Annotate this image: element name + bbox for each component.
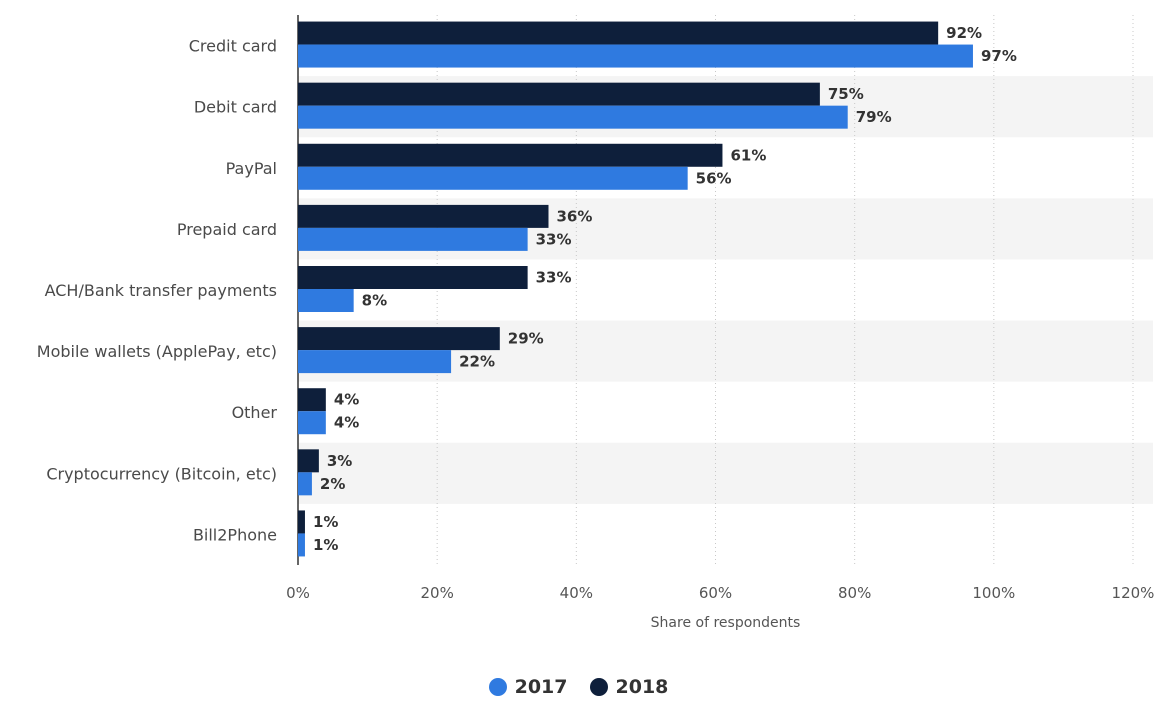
category-label: Debit card [194, 98, 277, 117]
data-label-2018: 33% [536, 269, 572, 287]
bar-2017 [298, 166, 688, 190]
bar-2018 [298, 82, 820, 106]
data-label-2017: 1% [313, 536, 338, 554]
data-label-2018: 3% [327, 452, 352, 470]
bar-2017 [298, 472, 312, 496]
bar-2018 [298, 510, 305, 534]
legend-swatch-2017 [488, 678, 507, 696]
category-label: Mobile wallets (ApplePay, etc) [37, 342, 277, 361]
data-label-2017: 22% [459, 353, 495, 371]
bar-2018 [298, 449, 319, 473]
category-label: PayPal [226, 159, 277, 178]
data-label-2017: 33% [536, 230, 572, 248]
data-label-2017: 56% [696, 169, 732, 187]
data-label-2018: 75% [828, 85, 864, 103]
category-label: Credit card [189, 37, 277, 56]
x-tick-label: 80% [838, 584, 871, 602]
bar-2017 [298, 105, 848, 129]
x-axis-title: Share of respondents [651, 615, 801, 631]
bar-2017 [298, 411, 326, 435]
data-label-2017: 8% [362, 292, 387, 310]
x-tick-label: 120% [1112, 584, 1155, 602]
data-label-2018: 92% [946, 24, 982, 42]
legend-label-2018: 2018 [615, 676, 669, 698]
bar-2018 [298, 21, 939, 45]
bar-2018 [298, 266, 528, 289]
data-label-2018: 61% [730, 146, 766, 164]
bar-2018 [298, 143, 723, 167]
bar-chart: Credit card 92% 97% Debit card 75% 79% PayPal 6… [37, 15, 1155, 631]
category-label: Prepaid card [177, 220, 277, 239]
legend-swatch-2018 [589, 678, 608, 696]
x-tick-label: 0% [286, 584, 310, 602]
bar-2017 [298, 227, 528, 251]
legend: 2017 2018 [0, 676, 1157, 698]
category-label: Bill2Phone [193, 525, 277, 544]
bar-2018 [298, 327, 500, 351]
bar-2017 [298, 350, 452, 374]
bar-2017 [298, 289, 354, 312]
category-label: Cryptocurrency (Bitcoin, etc) [46, 464, 277, 483]
data-label-2018: 36% [557, 207, 593, 225]
legend-item-2018[interactable]: 2018 [589, 676, 669, 698]
data-label-2017: 2% [320, 475, 345, 493]
x-tick-label: 40% [560, 584, 593, 602]
category-label: ACH/Bank transfer payments [45, 281, 277, 300]
data-label-2017: 4% [334, 414, 359, 432]
x-tick-label: 60% [699, 584, 732, 602]
data-label-2018: 29% [508, 330, 544, 348]
legend-label-2017: 2017 [514, 676, 568, 698]
category-label: Other [232, 403, 278, 422]
data-label-2018: 4% [334, 391, 359, 409]
bar-2017 [298, 533, 305, 557]
bar-2018 [298, 388, 326, 412]
data-label-2017: 79% [856, 108, 892, 126]
legend-item-2017[interactable]: 2017 [488, 676, 568, 698]
band-background [298, 442, 1153, 504]
data-label-2018: 1% [313, 513, 338, 531]
bar-2018 [298, 204, 549, 228]
x-tick-label: 20% [420, 584, 453, 602]
x-tick-label: 100% [972, 584, 1015, 602]
data-label-2017: 97% [981, 47, 1017, 65]
bar-2017 [298, 44, 973, 68]
